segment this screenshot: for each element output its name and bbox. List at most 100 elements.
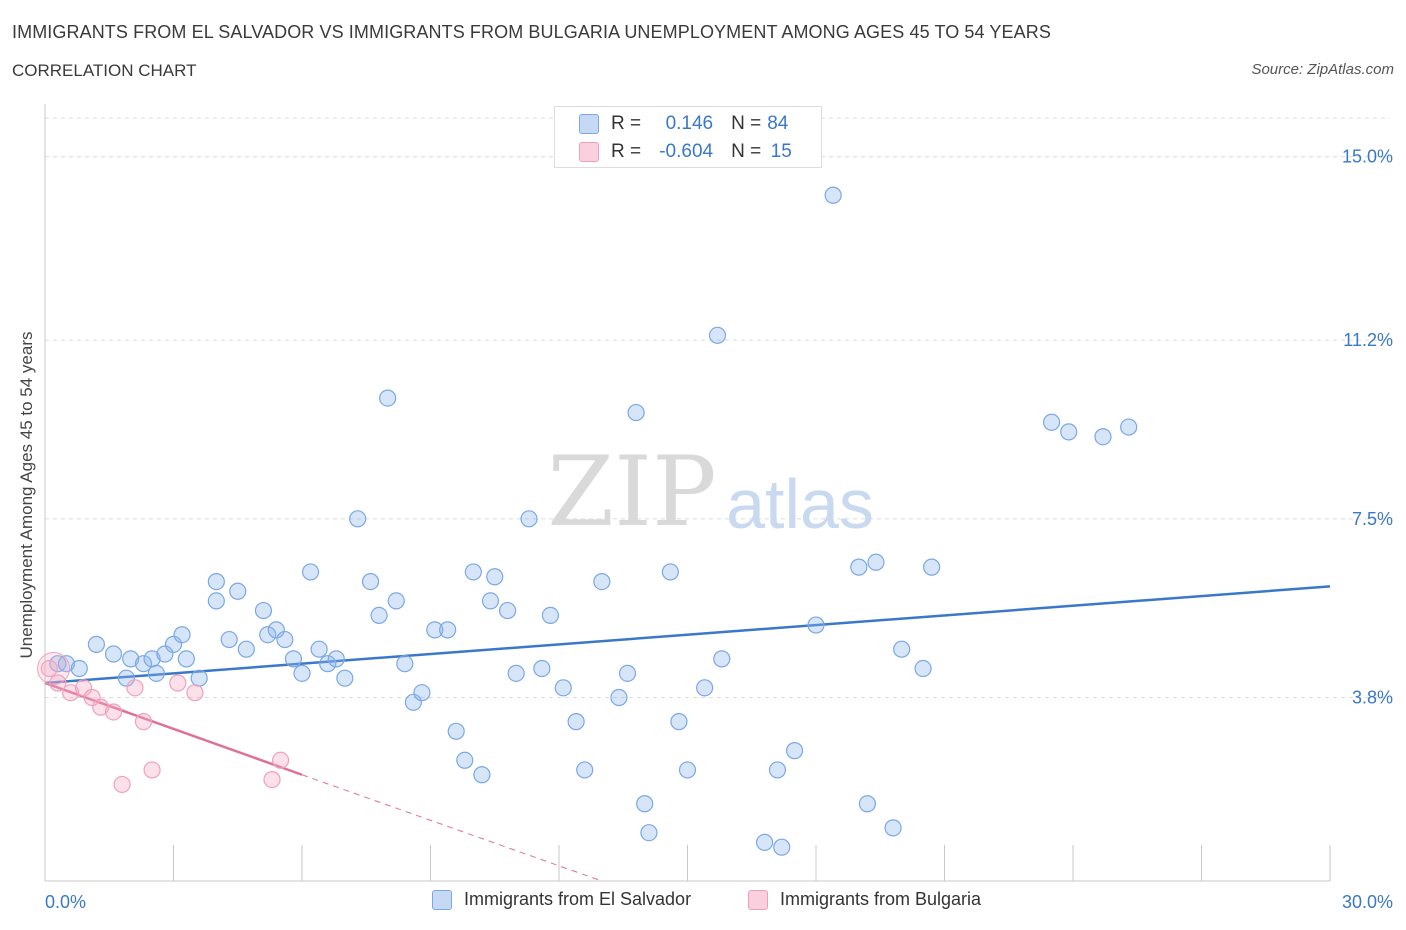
point-el-salvador <box>670 713 688 731</box>
point-bulgaria <box>62 684 80 702</box>
point-bulgaria <box>126 679 144 697</box>
point-el-salvador <box>1060 423 1078 441</box>
point-el-salvador <box>413 684 431 702</box>
point-el-salvador <box>914 659 932 678</box>
point-el-salvador <box>618 664 637 682</box>
point-el-salvador <box>57 655 76 673</box>
trend-line-bulgaria <box>44 681 303 776</box>
point-bulgaria <box>113 775 131 794</box>
point-el-salvador <box>156 645 174 663</box>
y-tick-label-3: 15.0% <box>1342 147 1393 167</box>
point-el-salvador <box>567 713 585 731</box>
legend-r-value: 0.146 <box>665 113 714 134</box>
point-bulgaria <box>169 674 187 692</box>
point-el-salvador <box>708 326 727 344</box>
point-el-salvador <box>319 655 337 673</box>
point-el-salvador <box>87 635 106 653</box>
point-el-salvador <box>447 722 465 740</box>
point-el-salvador <box>507 664 525 682</box>
point-el-salvador <box>336 669 354 687</box>
point-el-salvador <box>755 833 774 851</box>
point-el-salvador <box>426 621 444 639</box>
bottom-legend: Immigrants from El Salvador Immigrants f… <box>0 889 1406 915</box>
point-el-salvador <box>768 761 787 779</box>
point-el-salvador <box>70 659 88 678</box>
point-el-salvador <box>636 795 654 813</box>
point-el-salvador <box>627 403 645 422</box>
legend-r-label: R = <box>611 113 642 134</box>
x-tick-label-1: 30.0% <box>1342 892 1393 912</box>
legend-r-value: -0.604 <box>659 141 714 162</box>
point-el-salvador <box>499 601 517 620</box>
legend-label-el-salvador: Immigrants from El Salvador <box>464 889 692 909</box>
point-el-salvador <box>117 669 135 687</box>
point-el-salvador <box>173 626 191 644</box>
chart-subtitle: CORRELATION CHART <box>12 61 197 80</box>
y-tick-label-2: 11.2% <box>1343 330 1393 350</box>
point-el-salvador <box>576 761 594 779</box>
point-el-salvador <box>104 645 123 663</box>
point-el-salvador <box>678 761 697 779</box>
legend-n-value: 84 <box>767 113 789 134</box>
legend-swatch-el-salvador <box>432 889 452 910</box>
point-el-salvador <box>610 688 628 707</box>
legend-row-el-salvador: R = 0.146 N = 84 <box>579 113 788 135</box>
point-el-salvador <box>486 568 504 586</box>
point-el-salvador <box>481 592 500 610</box>
point-bulgaria <box>83 688 101 707</box>
point-el-salvador <box>293 664 311 682</box>
legend-n-label: N = <box>731 113 762 134</box>
point-el-salvador <box>276 630 294 649</box>
point-el-salvador <box>593 572 611 591</box>
point-el-salvador <box>207 572 225 591</box>
trend-lines <box>44 585 1331 882</box>
point-el-salvador <box>301 563 320 581</box>
legend-item-bulgaria: Immigrants from Bulgaria <box>748 889 981 910</box>
point-el-salvador <box>696 679 714 697</box>
point-el-salvador <box>773 838 791 856</box>
grid-lines <box>45 117 1390 698</box>
point-el-salvador <box>884 819 902 837</box>
point-el-salvador <box>464 563 482 581</box>
point-el-salvador <box>190 669 208 687</box>
point-el-salvador <box>361 572 380 591</box>
point-el-salvador <box>396 655 414 673</box>
point-el-salvador <box>379 389 397 407</box>
axes <box>44 104 1331 882</box>
point-el-salvador <box>824 186 842 204</box>
point-el-salvador <box>164 635 183 653</box>
point-bulgaria <box>143 761 161 779</box>
point-el-salvador <box>473 766 491 784</box>
legend-item-el-salvador: Immigrants from El Salvador <box>432 889 691 910</box>
point-el-salvador <box>370 606 388 624</box>
tick-labels: 3.8% 7.5% 11.2% 15.0% 0.0% 30.0% <box>45 147 1393 912</box>
trend-line-el-salvador <box>44 585 1331 685</box>
y-axis-label: Unemployment Among Ages 45 to 54 years <box>17 331 36 659</box>
point-bulgaria <box>92 698 110 716</box>
data-points <box>37 186 1138 856</box>
point-el-salvador <box>267 621 285 639</box>
point-bulgaria <box>49 674 67 692</box>
y-tick-label-1: 7.5% <box>1352 509 1393 529</box>
point-el-salvador <box>858 795 877 813</box>
legend-swatch-bulgaria <box>579 142 599 162</box>
point-el-salvador <box>259 626 277 644</box>
point-el-salvador <box>310 640 328 658</box>
point-el-salvador <box>254 601 273 620</box>
point-bulgaria <box>74 679 93 697</box>
point-el-salvador <box>207 592 225 610</box>
point-el-salvador <box>640 824 658 842</box>
correlation-legend: R = 0.146 N = 84 R = -0.604 N = 15 <box>554 106 822 168</box>
legend-n-value: 15 <box>770 141 792 162</box>
legend-swatch-bulgaria <box>748 889 768 910</box>
legend-swatch-el-salvador <box>579 114 599 134</box>
point-el-salvador <box>404 693 422 711</box>
point-el-salvador <box>1042 413 1061 431</box>
point-el-salvador <box>541 606 560 624</box>
point-el-salvador <box>1094 428 1112 446</box>
point-el-salvador <box>554 679 572 697</box>
watermark: ZIP atlas <box>547 436 874 548</box>
y-tick-label-0: 3.8% <box>1352 687 1393 707</box>
point-cluster-origin <box>37 652 71 686</box>
